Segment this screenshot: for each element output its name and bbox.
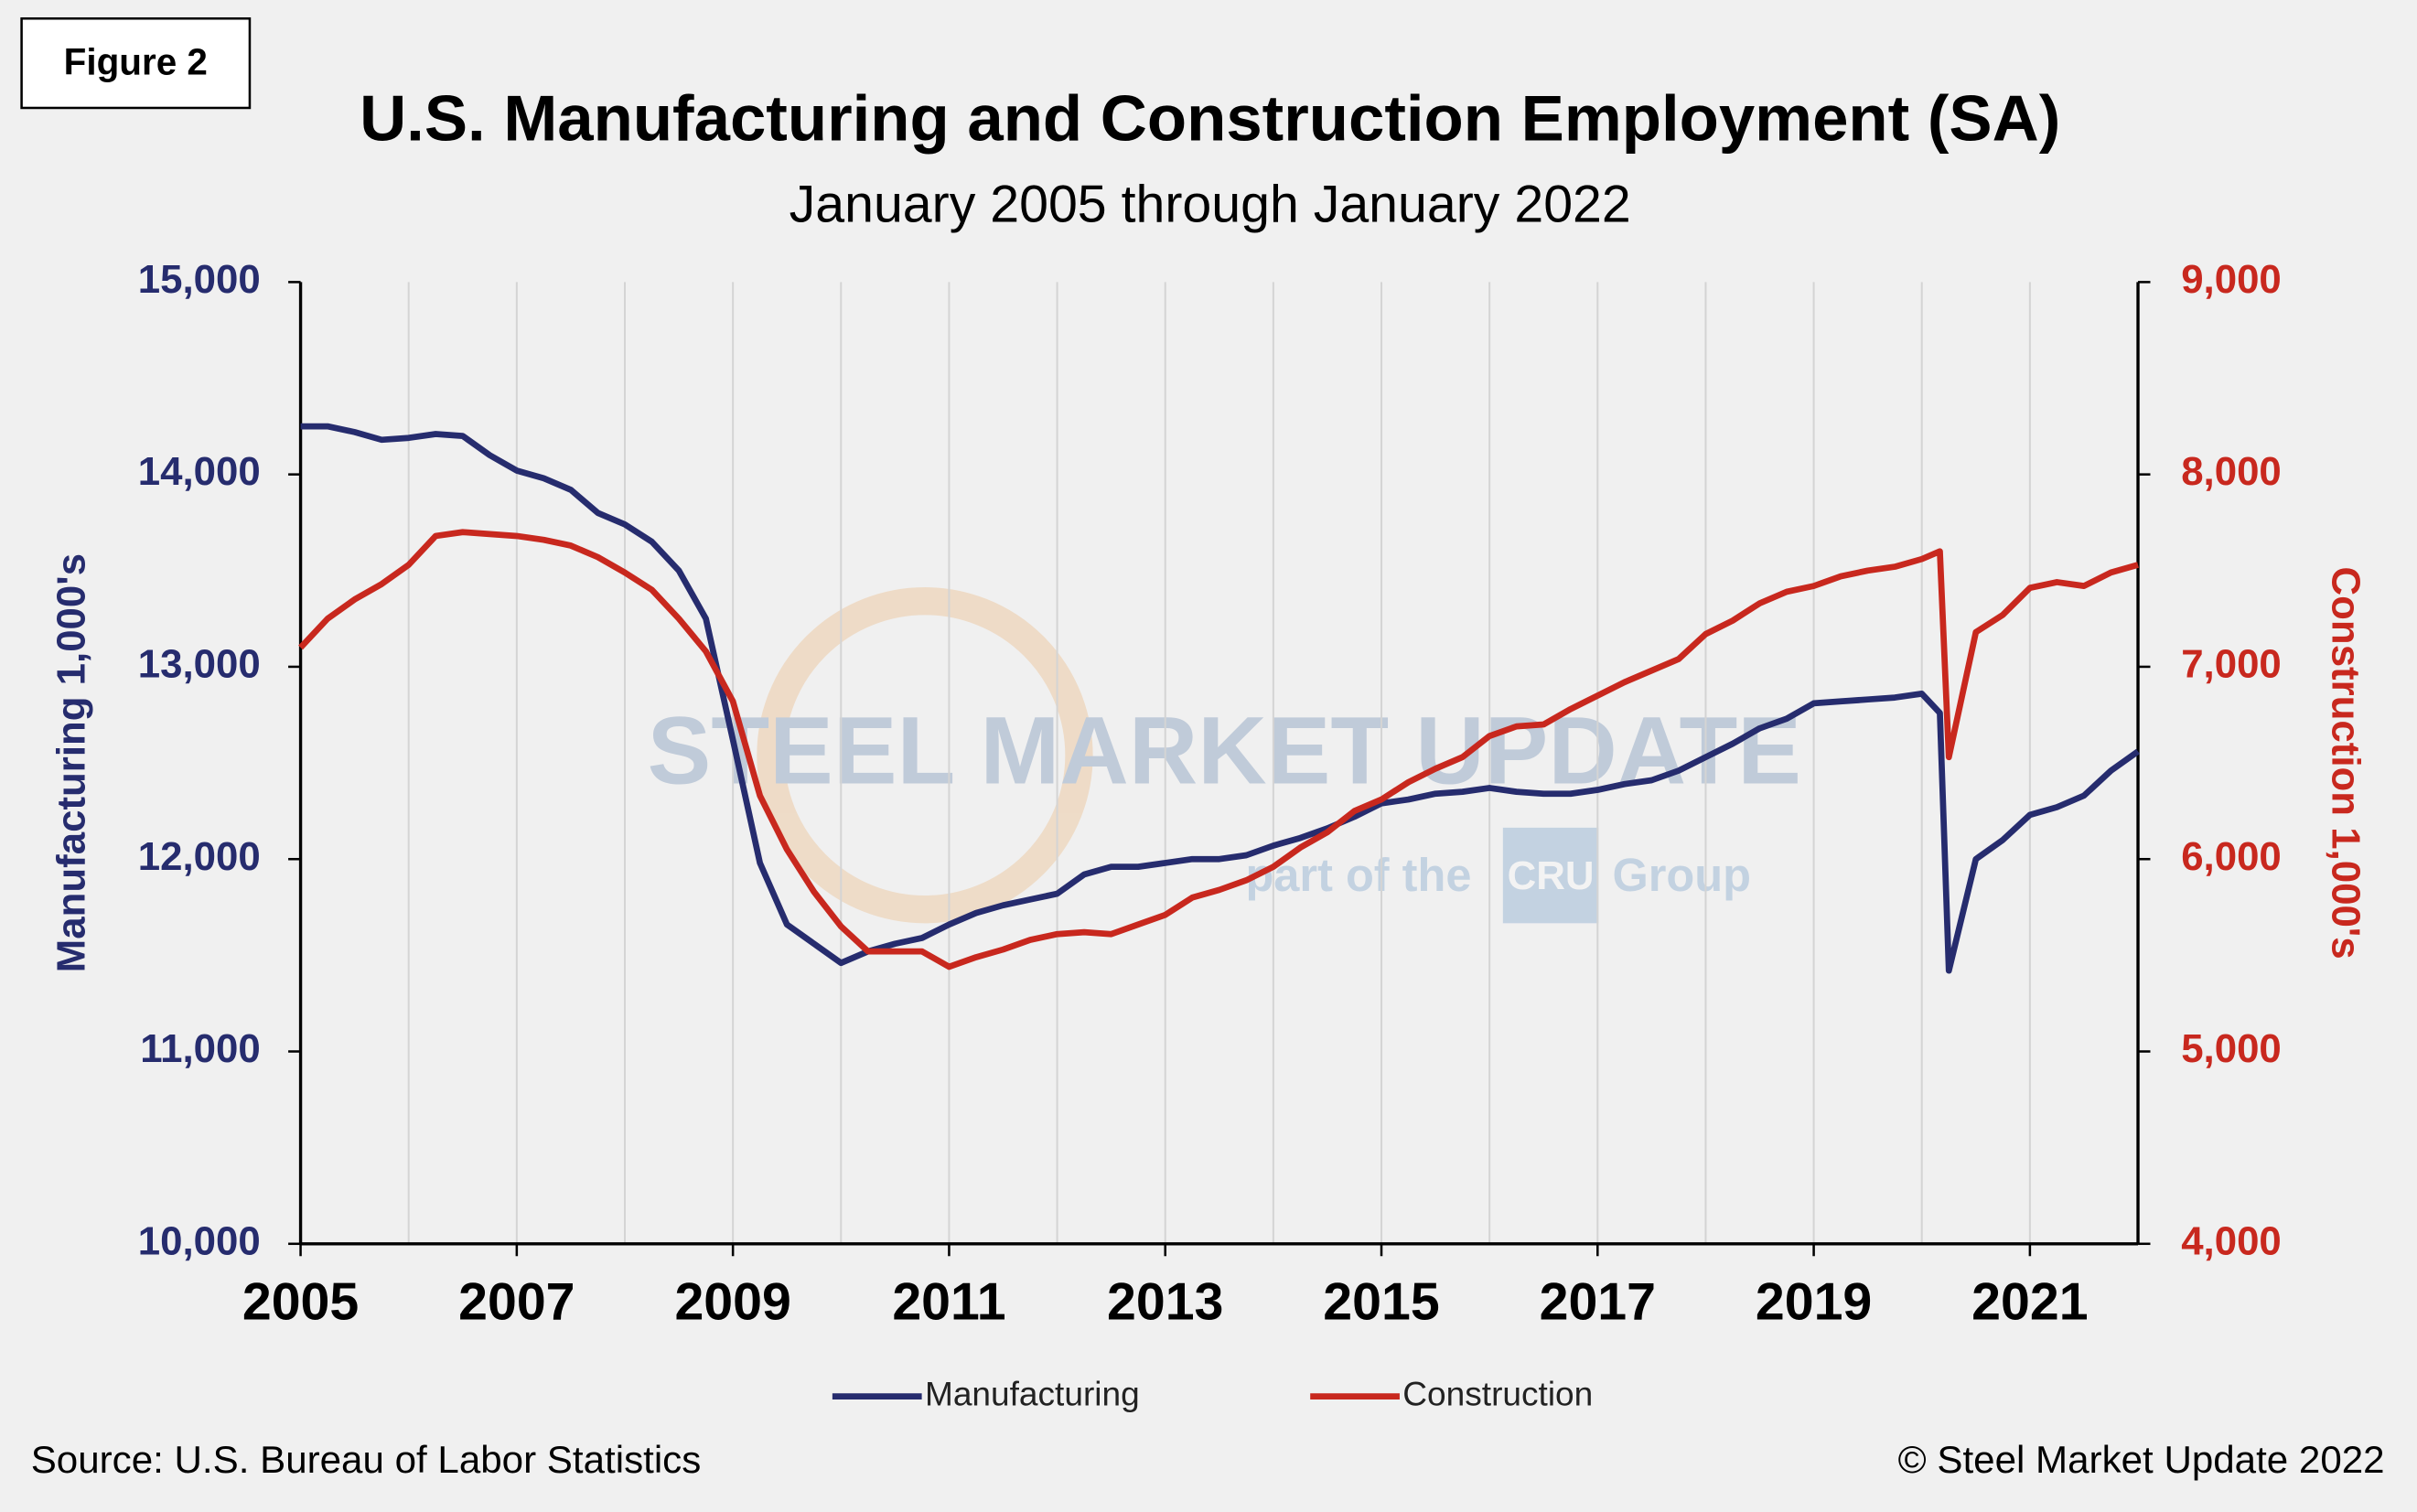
y-tick-label: 12,000 xyxy=(138,834,261,879)
chart-subtitle: January 2005 through January 2022 xyxy=(790,176,1631,234)
y-axis-label: Manufacturing 1,000's xyxy=(48,553,93,972)
watermark-ring xyxy=(757,586,1093,924)
y2-axis-label: Construction 1,000's xyxy=(2324,567,2369,960)
y2-tick-label: 5,000 xyxy=(2181,1026,2282,1071)
y-tick-label: 10,000 xyxy=(138,1218,261,1263)
series-line xyxy=(300,423,2140,974)
source: Source: U.S. Bureau of Labor Statistics xyxy=(31,1438,702,1481)
series-line xyxy=(298,529,2139,970)
x-tick-label: 2005 xyxy=(242,1272,359,1331)
x-tick-label: 2009 xyxy=(674,1272,790,1331)
chart-title: U.S. Manufacturing and Construction Empl… xyxy=(360,82,2060,155)
watermark-brand: STEEL MARKET UPDATE xyxy=(648,698,1801,805)
watermark: STEEL MARKET UPDATE part of the CRU Grou… xyxy=(648,586,1801,924)
x-tick-label: 2017 xyxy=(1540,1272,1656,1331)
legend-label: Construction xyxy=(1402,1374,1593,1412)
x-tick-label: 2015 xyxy=(1323,1272,1439,1331)
copyright: © Steel Market Update 2022 xyxy=(1898,1438,2385,1481)
x-tick-label: 2019 xyxy=(1756,1272,1872,1331)
watermark-tagline: Group xyxy=(1612,849,1751,901)
x-tick-label: 2013 xyxy=(1107,1272,1223,1331)
y-tick-label: 11,000 xyxy=(140,1026,261,1071)
legend-label: Manufacturing xyxy=(925,1374,1140,1412)
y2-tick-label: 7,000 xyxy=(2181,642,2282,687)
watermark-logo: CRU xyxy=(1508,853,1595,898)
x-tick-label: 2007 xyxy=(458,1272,575,1331)
y2-tick-label: 6,000 xyxy=(2181,834,2282,879)
y2-tick-label: 9,000 xyxy=(2181,257,2282,302)
y2-tick-label: 4,000 xyxy=(2181,1218,2282,1263)
x-tick-label: 2011 xyxy=(892,1272,1005,1331)
watermark-tagline: part of the xyxy=(1245,849,1471,901)
watermark-logo-box xyxy=(1502,827,1599,924)
y-tick-label: 13,000 xyxy=(138,642,261,687)
figure-label: Figure 2 xyxy=(64,40,208,82)
y-tick-label: 15,000 xyxy=(138,257,261,302)
y-tick-label: 14,000 xyxy=(138,449,261,494)
x-tick-label: 2021 xyxy=(1971,1272,2088,1331)
y2-tick-label: 8,000 xyxy=(2181,449,2282,494)
figure-box xyxy=(20,16,252,110)
